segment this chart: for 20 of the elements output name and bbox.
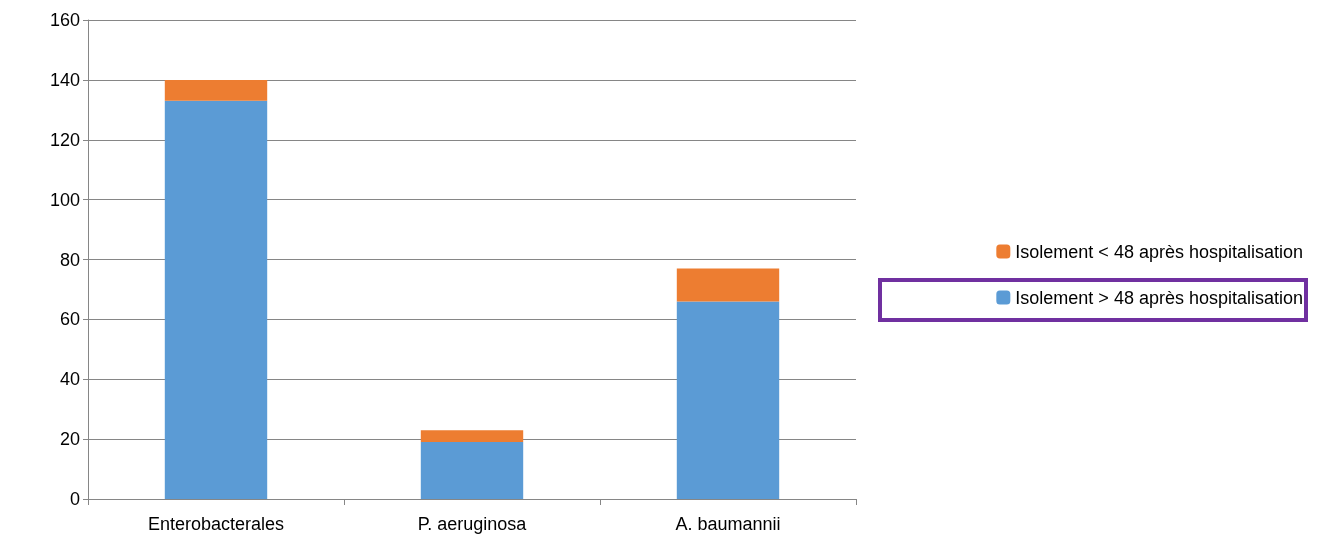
- bar: [676, 301, 780, 499]
- y-tick-label: 80: [59, 249, 80, 270]
- y-tick-label: 40: [59, 369, 80, 390]
- y-tick-label: 160: [49, 10, 80, 30]
- y-tick-label: 20: [59, 429, 80, 450]
- bar: [420, 442, 524, 499]
- x-tick-label: P. aeruginosa: [417, 514, 528, 534]
- legend-label: Isolement > 48 après hospitalisation: [1015, 287, 1304, 308]
- y-tick-label: 60: [59, 309, 80, 330]
- x-tick-label: A. baumannii: [675, 514, 781, 534]
- legend-label: Isolement < 48 après hospitalisation: [1015, 241, 1304, 262]
- bar: [676, 268, 780, 302]
- bar: [164, 79, 268, 101]
- y-tick-label: 120: [49, 129, 80, 150]
- y-tick-label: 100: [49, 189, 80, 210]
- bar: [420, 430, 524, 443]
- y-tick-label: 140: [49, 69, 80, 90]
- y-tick-label: 0: [69, 489, 80, 509]
- x-tick-label: Enterobacterales: [147, 514, 285, 534]
- bar: [164, 100, 268, 499]
